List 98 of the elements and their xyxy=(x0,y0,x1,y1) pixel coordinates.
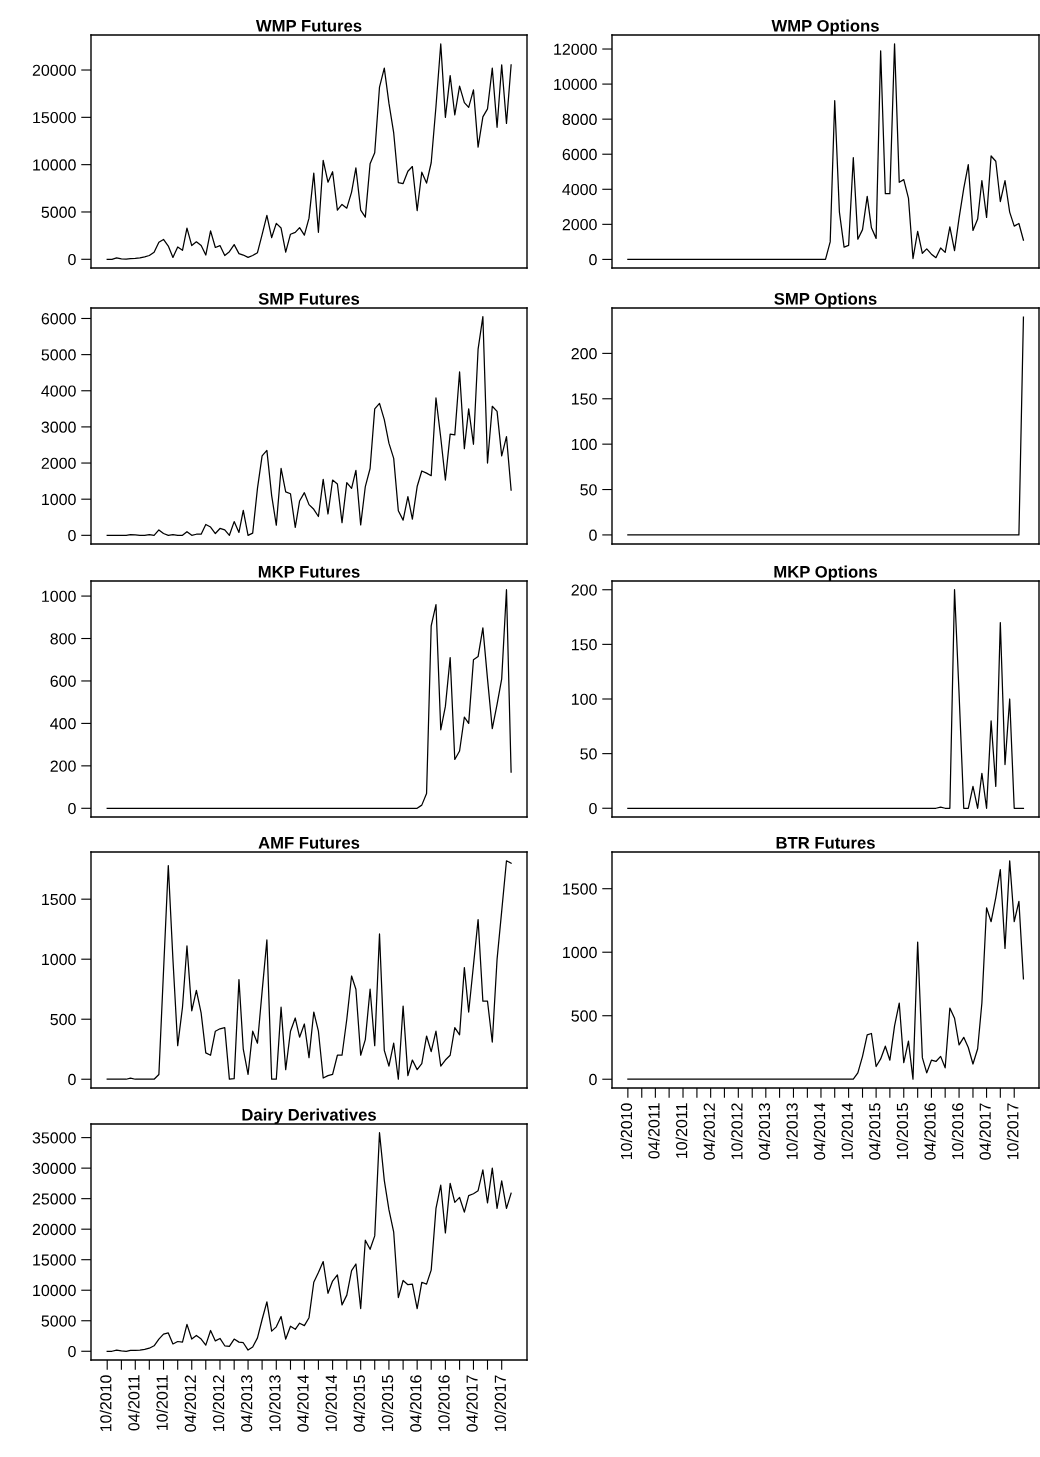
line-series xyxy=(106,43,512,260)
y-tick-label: 100 xyxy=(571,438,597,451)
x-tick-label: 04/2017 xyxy=(979,1103,991,1160)
x-tick-label: 04/2013 xyxy=(758,1103,771,1160)
x-tick-label: 10/2014 xyxy=(841,1103,853,1160)
x-tick-label: 10/2016 xyxy=(437,1375,450,1432)
chart-title: MKP Futures xyxy=(258,566,360,578)
y-tick-label: 1000 xyxy=(42,590,76,603)
y-tick-label: 5000 xyxy=(41,206,76,218)
y-tick-label: 150 xyxy=(571,393,597,405)
chart-title: WMP Options xyxy=(771,19,879,35)
x-tick-label: 10/2017 xyxy=(1006,1103,1019,1160)
y-tick-label: 4000 xyxy=(562,183,597,196)
y-tick-label: 12000 xyxy=(554,43,597,55)
y-tick-label: 25000 xyxy=(32,1193,76,1205)
line-series xyxy=(627,860,1025,1080)
x-tick-label: 10/2014 xyxy=(325,1375,337,1432)
x-tick-label: 04/2011 xyxy=(127,1375,140,1431)
x-tick-label: 04/2016 xyxy=(923,1103,936,1160)
line-series xyxy=(106,860,512,1080)
y-tick-label: 100 xyxy=(571,693,597,705)
chart-title: BTR Futures xyxy=(776,837,875,849)
y-tick-label: 3000 xyxy=(41,421,76,433)
x-tick-label: 04/2016 xyxy=(409,1375,422,1432)
x-tick-label: 04/2013 xyxy=(240,1375,253,1432)
y-tick-label: 10000 xyxy=(554,78,597,91)
x-tick-label: 10/2010 xyxy=(620,1103,633,1160)
y-tick-label: 50 xyxy=(580,748,597,760)
line-series xyxy=(627,43,1025,261)
chart-title: WMP Futures xyxy=(255,20,362,32)
y-tick-label: 0 xyxy=(68,1073,76,1086)
y-tick-label: 1000 xyxy=(42,493,76,506)
chart-title: Dairy Derivatives xyxy=(242,1108,376,1124)
y-tick-label: 10000 xyxy=(33,1284,76,1297)
y-tick-label: 6000 xyxy=(41,313,76,325)
x-tick-label: 04/2015 xyxy=(868,1103,881,1160)
y-tick-label: 1500 xyxy=(42,893,76,906)
chart-title: MKP Options xyxy=(774,565,877,581)
y-tick-label: 0 xyxy=(68,1345,76,1358)
line-series xyxy=(106,589,512,809)
y-tick-label: 0 xyxy=(589,529,597,541)
y-tick-label: 0 xyxy=(589,802,597,815)
y-tick-label: 0 xyxy=(589,1073,597,1086)
y-tick-label: 20000 xyxy=(32,1223,76,1236)
y-tick-label: 200 xyxy=(571,348,597,360)
line-series xyxy=(627,589,1025,809)
y-tick-label: 15000 xyxy=(33,1254,76,1266)
y-tick-label: 500 xyxy=(571,1010,597,1022)
x-tick-label: 10/2016 xyxy=(951,1103,964,1160)
x-tick-label: 04/2012 xyxy=(703,1103,715,1160)
y-tick-label: 30000 xyxy=(32,1162,76,1175)
y-tick-label: 35000 xyxy=(32,1132,76,1144)
x-tick-label: 04/2012 xyxy=(184,1375,197,1432)
x-tick-label: 10/2015 xyxy=(381,1375,394,1432)
chart-title: AMF Futures xyxy=(258,837,360,849)
x-tick-label: 04/2017 xyxy=(466,1375,478,1432)
y-tick-label: 15000 xyxy=(33,111,76,124)
x-tick-label: 10/2013 xyxy=(268,1375,281,1432)
y-tick-label: 200 xyxy=(50,760,76,772)
y-tick-label: 800 xyxy=(50,633,76,645)
y-tick-label: 0 xyxy=(68,529,76,542)
x-tick-label: 04/2014 xyxy=(813,1103,826,1160)
y-tick-label: 5000 xyxy=(41,349,76,361)
x-tick-label: 04/2011 xyxy=(647,1103,660,1159)
chart-title: SMP Options xyxy=(774,292,877,308)
y-tick-label: 500 xyxy=(50,1013,76,1026)
y-tick-label: 0 xyxy=(68,253,76,266)
x-tick-label: 10/2011 xyxy=(675,1103,688,1158)
x-tick-label: 04/2015 xyxy=(353,1375,365,1432)
line-series xyxy=(106,316,512,536)
y-tick-label: 1500 xyxy=(563,883,597,895)
y-tick-label: 6000 xyxy=(562,148,597,161)
y-tick-label: 0 xyxy=(68,802,76,815)
y-tick-label: 10000 xyxy=(33,159,76,171)
y-tick-label: 50 xyxy=(580,484,597,496)
y-tick-label: 1000 xyxy=(42,953,76,966)
x-tick-label: 10/2013 xyxy=(786,1103,798,1160)
y-tick-label: 400 xyxy=(50,718,76,730)
x-tick-label: 10/2012 xyxy=(730,1103,743,1160)
x-tick-label: 10/2015 xyxy=(896,1103,909,1160)
y-tick-label: 150 xyxy=(571,639,597,651)
y-tick-label: 2000 xyxy=(562,218,597,231)
x-tick-label: 10/2012 xyxy=(212,1375,225,1432)
x-tick-label: 10/2017 xyxy=(494,1375,506,1432)
y-tick-label: 1000 xyxy=(563,946,597,959)
y-tick-label: 20000 xyxy=(32,64,76,76)
y-tick-label: 200 xyxy=(571,584,597,596)
y-tick-label: 2000 xyxy=(41,457,76,469)
chart-title: SMP Futures xyxy=(258,292,360,305)
y-tick-label: 5000 xyxy=(41,1315,76,1327)
y-tick-label: 4000 xyxy=(41,385,76,397)
line-series xyxy=(106,1132,512,1352)
y-tick-label: 600 xyxy=(50,675,76,687)
y-tick-label: 0 xyxy=(589,254,597,266)
x-tick-label: 10/2010 xyxy=(99,1375,112,1432)
x-tick-label: 10/2011 xyxy=(156,1375,168,1430)
x-tick-label: 04/2014 xyxy=(296,1375,309,1432)
y-tick-label: 8000 xyxy=(562,113,597,126)
